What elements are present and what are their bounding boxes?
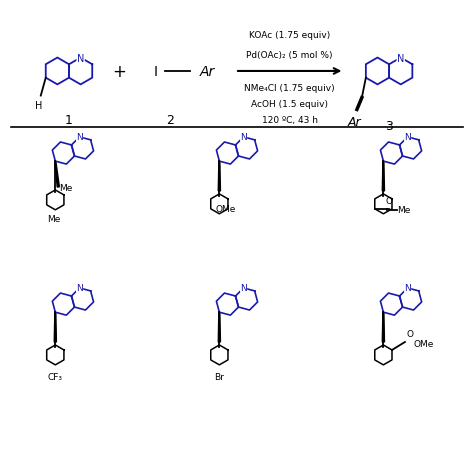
Polygon shape bbox=[218, 313, 220, 342]
Text: Me: Me bbox=[397, 206, 410, 215]
Text: NMe₄Cl (1.75 equiv): NMe₄Cl (1.75 equiv) bbox=[245, 84, 335, 93]
Text: 1: 1 bbox=[65, 113, 73, 126]
Text: H: H bbox=[35, 100, 43, 110]
Text: Br: Br bbox=[214, 372, 224, 381]
Text: 3: 3 bbox=[385, 119, 393, 132]
Text: Me: Me bbox=[46, 214, 60, 223]
Text: 2: 2 bbox=[166, 113, 174, 126]
Text: N: N bbox=[240, 133, 247, 142]
Text: N: N bbox=[76, 133, 83, 142]
Text: AcOH (1.5 equiv): AcOH (1.5 equiv) bbox=[251, 100, 328, 109]
Text: N: N bbox=[397, 53, 404, 63]
Text: Pd(OAc)₂ (5 mol %): Pd(OAc)₂ (5 mol %) bbox=[246, 51, 333, 60]
Polygon shape bbox=[218, 162, 220, 192]
Text: Ar: Ar bbox=[348, 116, 362, 129]
Text: O: O bbox=[407, 329, 414, 338]
Text: 120 ºC, 43 h: 120 ºC, 43 h bbox=[262, 116, 318, 124]
Text: N: N bbox=[77, 53, 84, 63]
Text: N: N bbox=[76, 284, 83, 293]
Text: KOAc (1.75 equiv): KOAc (1.75 equiv) bbox=[249, 31, 330, 40]
Polygon shape bbox=[383, 162, 384, 192]
Text: N: N bbox=[240, 284, 247, 293]
Text: I: I bbox=[154, 65, 157, 79]
Text: +: + bbox=[112, 63, 126, 81]
Text: N: N bbox=[404, 133, 411, 142]
Text: CF₃: CF₃ bbox=[48, 372, 63, 381]
Text: O: O bbox=[385, 197, 392, 205]
Polygon shape bbox=[54, 313, 56, 342]
Text: Ar: Ar bbox=[200, 65, 216, 79]
Text: N: N bbox=[404, 284, 411, 293]
Polygon shape bbox=[383, 313, 384, 342]
Text: OMe: OMe bbox=[216, 205, 236, 214]
Text: OMe: OMe bbox=[414, 340, 434, 349]
Text: Me: Me bbox=[59, 184, 73, 193]
Polygon shape bbox=[55, 162, 59, 187]
